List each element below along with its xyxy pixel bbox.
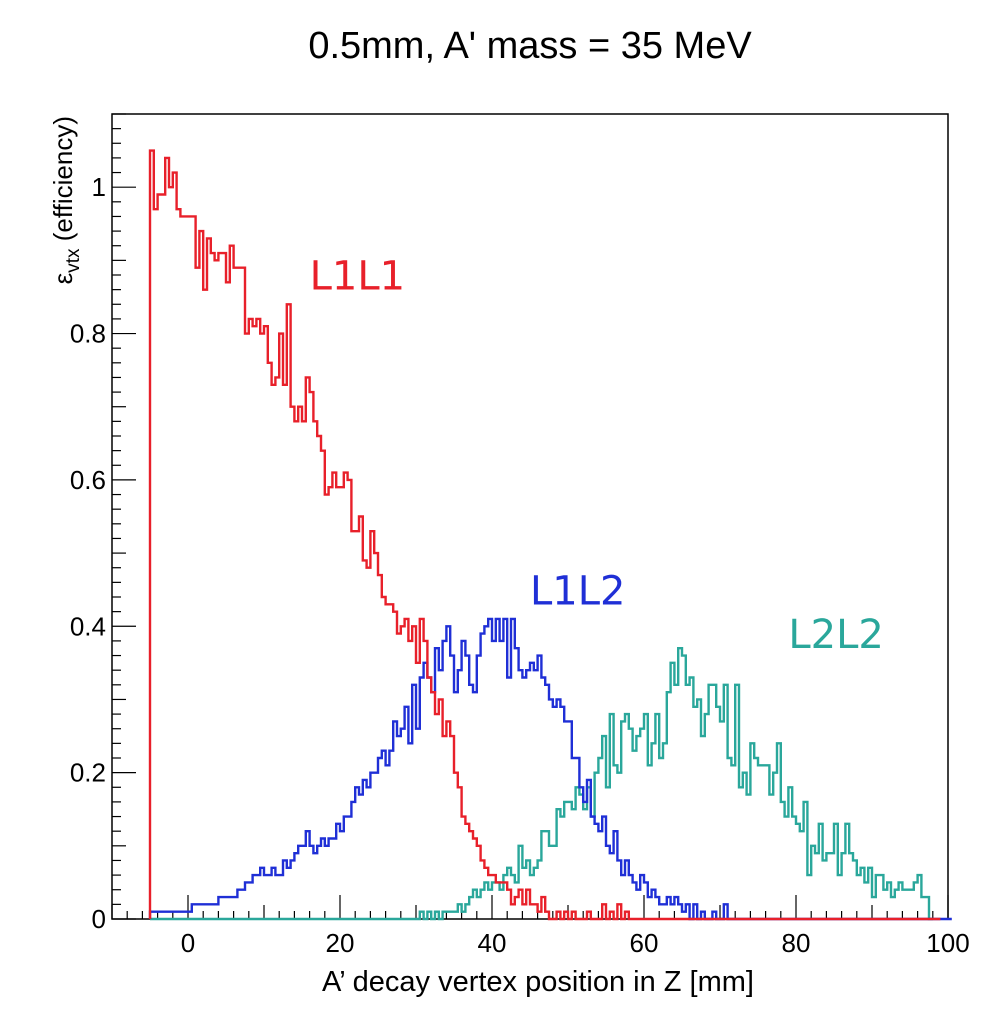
y-axis-label-symbol: ε: [48, 272, 78, 284]
x-tick-label: 60: [630, 928, 659, 958]
series-line-l1l2: [148, 617, 952, 921]
series-line-l2l2: [150, 647, 933, 921]
y-tick-label: 0.4: [70, 611, 106, 641]
y-tick-label: 0: [92, 904, 106, 934]
x-tick-label: 0: [181, 928, 195, 958]
y-axis-label-subscript: vtx: [63, 248, 84, 273]
x-tick-label: 100: [926, 928, 969, 958]
y-axis-label: εvtx (efficiency): [48, 116, 84, 284]
plot-frame: [111, 113, 949, 920]
series-line-l1l1: [148, 149, 941, 921]
series-label-l1l1: L1L1: [310, 254, 405, 300]
x-axis-label: A’ decay vertex position in Z [mm]: [322, 966, 754, 998]
y-tick-label: 0.8: [70, 319, 106, 349]
series-label-l2l2: L2L2: [788, 612, 883, 658]
chart-title: 0.5mm, A' mass = 35 MeV: [308, 25, 752, 67]
series-label-l1l2: L1L2: [530, 568, 625, 614]
y-tick-label: 0.6: [70, 465, 106, 495]
x-tick-label: 80: [782, 928, 811, 958]
y-tick-label: 0.2: [70, 758, 106, 788]
y-axis-label-text: (efficiency): [48, 116, 78, 248]
series-layer: L1L1 L1L2 L2L2: [148, 149, 952, 921]
y-axis: 0 0.2 0.4 0.6 0.8 1: [70, 113, 136, 934]
x-tick-label: 20: [326, 928, 355, 958]
y-tick-label: 1: [92, 172, 106, 202]
x-tick-label: 40: [478, 928, 507, 958]
